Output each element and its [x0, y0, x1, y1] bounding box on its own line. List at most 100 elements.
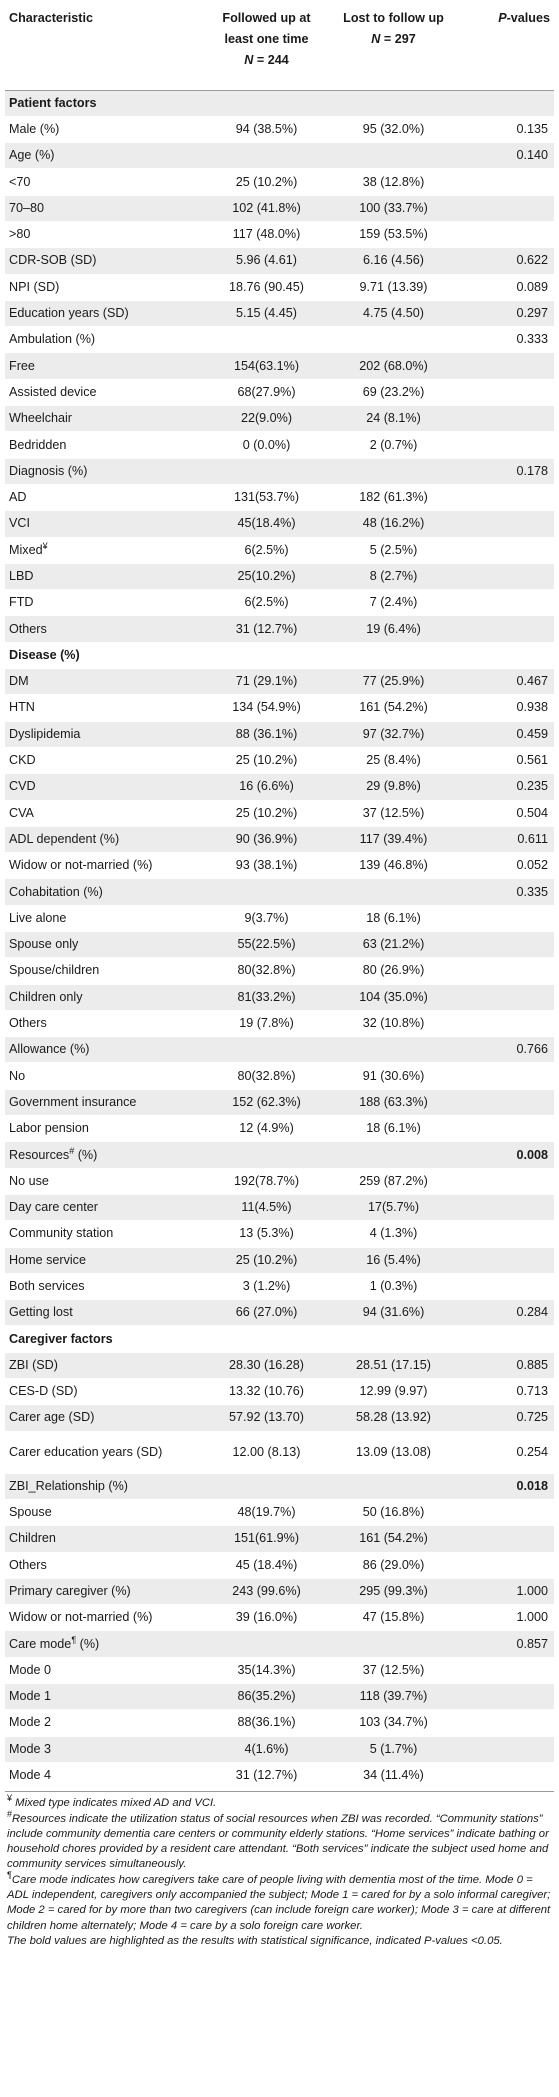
table-row: Cohabitation (%) 0.335	[5, 878, 554, 906]
footnote-marker: ¶	[71, 1634, 77, 1645]
table-row: FTD 6(2.5%) 7 (2.4%)	[5, 589, 554, 617]
cell-pvalue	[457, 405, 554, 433]
table-row: Getting lost 66 (27.0%) 94 (31.6%) 0.284	[5, 1299, 554, 1327]
header-characteristic: Characteristic	[5, 0, 203, 91]
row-label: No use	[9, 1173, 49, 1188]
table-body: Patient factors Male (%) 94 (38.5%) 95 (32.…	[5, 90, 554, 1790]
header-followed-line2: least one time	[224, 32, 309, 46]
row-label: Free	[9, 358, 35, 373]
cell-pvalue	[457, 957, 554, 985]
table-row: Resources# (%) 0.008	[5, 1141, 554, 1169]
cell-lost-to-follow-up: 139 (46.8%)	[330, 852, 457, 880]
table-row: Spouse 48(19.7%) 50 (16.8%)	[5, 1499, 554, 1527]
cell-lost-to-follow-up: 95 (32.0%)	[330, 116, 457, 144]
row-label-suffix: (%)	[74, 1147, 98, 1162]
row-label: Others	[9, 621, 47, 636]
cell-lost-to-follow-up: 29 (9.8%)	[330, 773, 457, 801]
cell-characteristic: Male (%)	[5, 116, 203, 144]
footnote-symbol: ¶	[7, 1869, 12, 1880]
footnote-text: Resources indicate the utilization statu…	[7, 1812, 549, 1871]
cell-characteristic: Age (%)	[5, 142, 203, 170]
cell-followed-up	[203, 90, 330, 117]
cell-lost-to-follow-up: 48 (16.2%)	[330, 510, 457, 538]
row-label: NPI (SD)	[9, 279, 60, 294]
cell-followed-up	[203, 1325, 330, 1353]
footnote-text: Care mode indicates how caregivers take …	[7, 1873, 551, 1932]
cell-lost-to-follow-up: 1 (0.3%)	[330, 1273, 457, 1301]
header-followed-line1: Followed up at	[222, 11, 311, 25]
row-label: Government insurance	[9, 1094, 137, 1109]
cell-characteristic: Assisted device	[5, 379, 203, 407]
cell-followed-up: 16 (6.6%)	[203, 773, 330, 801]
cell-pvalue: 0.135	[457, 116, 554, 144]
cell-lost-to-follow-up: 50 (16.8%)	[330, 1499, 457, 1527]
table-row: CDR-SOB (SD) 5.96 (4.61) 6.16 (4.56) 0.622	[5, 247, 554, 275]
footnote-symbol: #	[7, 1808, 13, 1819]
cell-pvalue	[457, 642, 554, 670]
cell-lost-to-follow-up: 32 (10.8%)	[330, 1010, 457, 1038]
cell-lost-to-follow-up: 5 (1.7%)	[330, 1736, 457, 1763]
cell-followed-up	[203, 1630, 330, 1658]
row-label: Mode 0	[9, 1662, 52, 1677]
cell-followed-up	[203, 1473, 330, 1500]
table-row: Mode 1 86(35.2%) 118 (39.7%)	[5, 1683, 554, 1711]
cell-characteristic: Cohabitation (%)	[5, 878, 203, 906]
cell-characteristic: Care mode¶ (%)	[5, 1630, 203, 1658]
cell-followed-up: 243 (99.6%)	[203, 1578, 330, 1606]
cell-pvalue: 1.000	[457, 1578, 554, 1606]
cell-pvalue: 0.467	[457, 668, 554, 696]
cell-lost-to-follow-up: 2 (0.7%)	[330, 431, 457, 459]
table-row: No use 192(78.7%) 259 (87.2%)	[5, 1168, 554, 1195]
cell-pvalue	[457, 1168, 554, 1195]
cell-pvalue	[457, 431, 554, 459]
row-label: Mode 2	[9, 1715, 52, 1730]
cell-characteristic: Patient factors	[5, 90, 203, 117]
row-label: Children	[9, 1531, 56, 1546]
cell-pvalue: 0.089	[457, 274, 554, 301]
cell-followed-up: 25 (10.2%)	[203, 168, 330, 196]
table-row: ZBI (SD) 28.30 (16.28) 28.51 (17.15) 0.885	[5, 1352, 554, 1380]
cell-pvalue	[457, 195, 554, 222]
cell-characteristic: Wheelchair	[5, 405, 203, 433]
cell-followed-up: 25 (10.2%)	[203, 800, 330, 827]
cell-characteristic: Labor pension	[5, 1115, 203, 1143]
cell-lost-to-follow-up: 202 (68.0%)	[330, 352, 457, 380]
cell-lost-to-follow-up: 16 (5.4%)	[330, 1247, 457, 1274]
cell-followed-up: 13.32 (10.76)	[203, 1378, 330, 1406]
footnote-symbol: ¥	[7, 1793, 13, 1804]
cell-pvalue: 0.885	[457, 1352, 554, 1380]
cell-followed-up: 12.00 (8.13)	[203, 1431, 330, 1474]
row-label: VCI	[9, 516, 30, 531]
table-row: Dyslipidemia 88 (36.1%) 97 (32.7%) 0.459	[5, 721, 554, 748]
cell-characteristic: NPI (SD)	[5, 274, 203, 301]
cell-followed-up: 4(1.6%)	[203, 1736, 330, 1763]
cell-characteristic: Free	[5, 352, 203, 380]
cell-characteristic: Day care center	[5, 1194, 203, 1222]
cell-characteristic: ZBI (SD)	[5, 1352, 203, 1380]
cell-pvalue	[457, 1115, 554, 1143]
row-label: Wheelchair	[9, 411, 72, 426]
cell-pvalue	[457, 1247, 554, 1274]
cell-pvalue	[457, 905, 554, 933]
row-label: Assisted device	[9, 384, 97, 399]
cell-characteristic: Home service	[5, 1247, 203, 1274]
cell-pvalue: 0.857	[457, 1630, 554, 1658]
cell-pvalue	[457, 221, 554, 249]
cell-lost-to-follow-up: 18 (6.1%)	[330, 905, 457, 933]
table-row: CVD 16 (6.6%) 29 (9.8%) 0.235	[5, 773, 554, 801]
cell-followed-up: 152 (62.3%)	[203, 1089, 330, 1117]
cell-pvalue	[457, 1220, 554, 1248]
cell-lost-to-follow-up: 34 (11.4%)	[330, 1762, 457, 1790]
cell-pvalue	[457, 1552, 554, 1579]
cell-pvalue	[457, 484, 554, 512]
footnote: ¶Care mode indicates how caregivers take…	[7, 1869, 552, 1934]
row-label: Widow or not-married (%)	[9, 1610, 153, 1625]
row-label: Day care center	[9, 1200, 98, 1215]
cell-pvalue	[457, 1683, 554, 1711]
cell-lost-to-follow-up: 159 (53.5%)	[330, 221, 457, 249]
table-row: Carer education years (SD) 12.00 (8.13) 13…	[5, 1431, 554, 1474]
table-row: HTN 134 (54.9%) 161 (54.2%) 0.938	[5, 694, 554, 722]
cell-followed-up: 0 (0.0%)	[203, 431, 330, 459]
cell-characteristic: Live alone	[5, 905, 203, 933]
cell-lost-to-follow-up: 38 (12.8%)	[330, 168, 457, 196]
